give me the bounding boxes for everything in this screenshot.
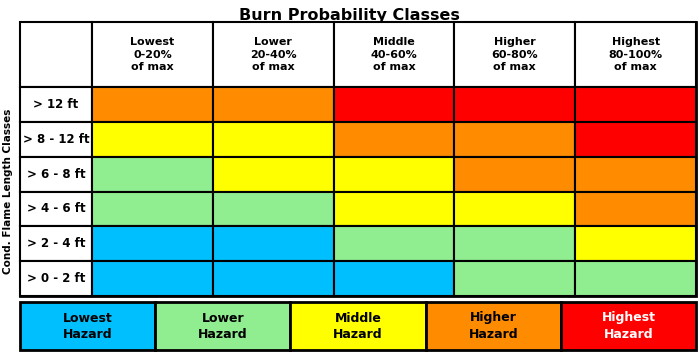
Bar: [561, 302, 696, 350]
Bar: [454, 87, 575, 122]
Text: Higher
Hazard: Higher Hazard: [468, 312, 518, 341]
Text: Lowest
Hazard: Lowest Hazard: [63, 312, 113, 341]
Text: > 8 - 12 ft: > 8 - 12 ft: [22, 133, 89, 146]
Bar: [92, 87, 212, 122]
Bar: [454, 122, 575, 157]
Bar: [92, 157, 212, 192]
Bar: [92, 226, 212, 261]
Text: Lower
Hazard: Lower Hazard: [198, 312, 247, 341]
Bar: [454, 22, 575, 87]
Text: Higher
60-80%
of max: Higher 60-80% of max: [491, 37, 538, 72]
Bar: [454, 261, 575, 296]
Bar: [92, 192, 212, 226]
Bar: [20, 22, 696, 296]
Text: Highest
Hazard: Highest Hazard: [601, 312, 656, 341]
Bar: [212, 192, 333, 226]
Text: Middle
40-60%
of max: Middle 40-60% of max: [370, 37, 417, 72]
Bar: [575, 261, 696, 296]
Text: > 0 - 2 ft: > 0 - 2 ft: [27, 272, 85, 285]
Text: > 12 ft: > 12 ft: [34, 98, 78, 111]
Bar: [20, 122, 92, 157]
Bar: [575, 226, 696, 261]
Bar: [20, 261, 92, 296]
Bar: [92, 261, 212, 296]
Bar: [212, 87, 333, 122]
Bar: [426, 302, 561, 350]
Bar: [333, 87, 454, 122]
Bar: [333, 261, 454, 296]
Bar: [575, 22, 696, 87]
Bar: [575, 157, 696, 192]
Bar: [290, 302, 426, 350]
Text: Lower
20-40%
of max: Lower 20-40% of max: [250, 37, 296, 72]
Bar: [20, 87, 92, 122]
Bar: [333, 122, 454, 157]
Bar: [333, 226, 454, 261]
Bar: [212, 226, 333, 261]
Text: Middle
Hazard: Middle Hazard: [333, 312, 383, 341]
Bar: [454, 192, 575, 226]
Bar: [20, 302, 155, 350]
Bar: [454, 157, 575, 192]
Bar: [212, 157, 333, 192]
Text: > 2 - 4 ft: > 2 - 4 ft: [27, 237, 85, 250]
Bar: [333, 22, 454, 87]
Text: Highest
80-100%
of max: Highest 80-100% of max: [609, 37, 663, 72]
Bar: [212, 22, 333, 87]
Text: Lowest
0-20%
of max: Lowest 0-20% of max: [130, 37, 175, 72]
Bar: [212, 261, 333, 296]
Bar: [333, 192, 454, 226]
Bar: [20, 157, 92, 192]
Bar: [92, 122, 212, 157]
Text: > 6 - 8 ft: > 6 - 8 ft: [27, 167, 85, 181]
Bar: [575, 87, 696, 122]
Bar: [155, 302, 290, 350]
Bar: [575, 122, 696, 157]
Bar: [20, 226, 92, 261]
Bar: [454, 226, 575, 261]
Bar: [212, 122, 333, 157]
Bar: [333, 157, 454, 192]
Bar: [20, 192, 92, 226]
Text: Burn Probability Classes: Burn Probability Classes: [239, 8, 460, 23]
Bar: [92, 22, 212, 87]
Bar: [575, 192, 696, 226]
Bar: [20, 22, 92, 87]
Text: Cond. Flame Length Classes: Cond. Flame Length Classes: [3, 109, 13, 274]
Text: > 4 - 6 ft: > 4 - 6 ft: [27, 202, 85, 216]
